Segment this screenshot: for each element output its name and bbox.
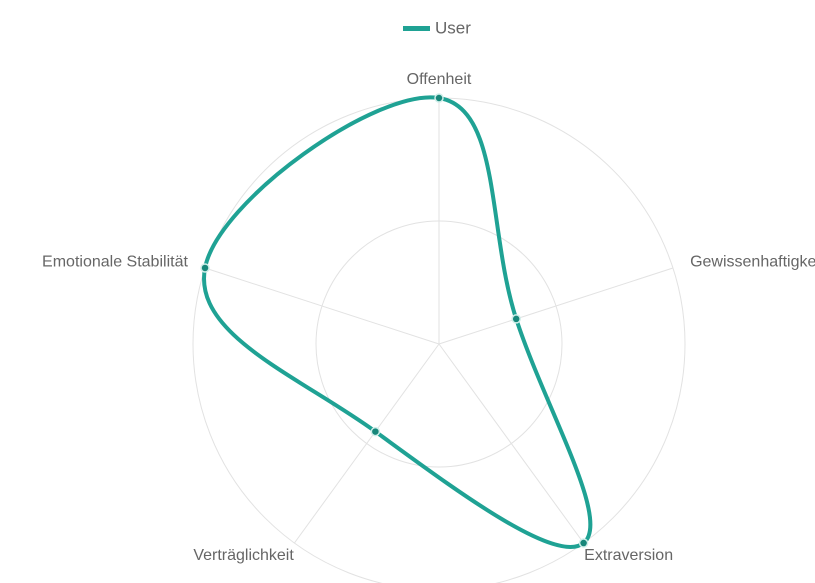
data-point bbox=[200, 263, 210, 273]
data-point bbox=[434, 93, 444, 103]
axis-label: Emotionale Stabilität bbox=[42, 254, 188, 271]
axis-label: Gewissenhaftigkeit bbox=[690, 254, 815, 271]
spoke bbox=[294, 343, 440, 544]
spoke bbox=[438, 267, 674, 345]
series-line bbox=[202, 95, 593, 549]
axis-label: Verträglichkeit bbox=[193, 547, 294, 564]
data-point bbox=[511, 314, 521, 324]
spoke bbox=[204, 267, 440, 345]
spoke bbox=[438, 343, 584, 544]
legend-label: User bbox=[435, 18, 471, 37]
data-point bbox=[578, 538, 589, 548]
legend-swatch bbox=[403, 26, 430, 31]
axis-label: Extraversion bbox=[584, 547, 673, 564]
axis-label: Offenheit bbox=[407, 71, 472, 88]
data-point bbox=[370, 426, 381, 437]
